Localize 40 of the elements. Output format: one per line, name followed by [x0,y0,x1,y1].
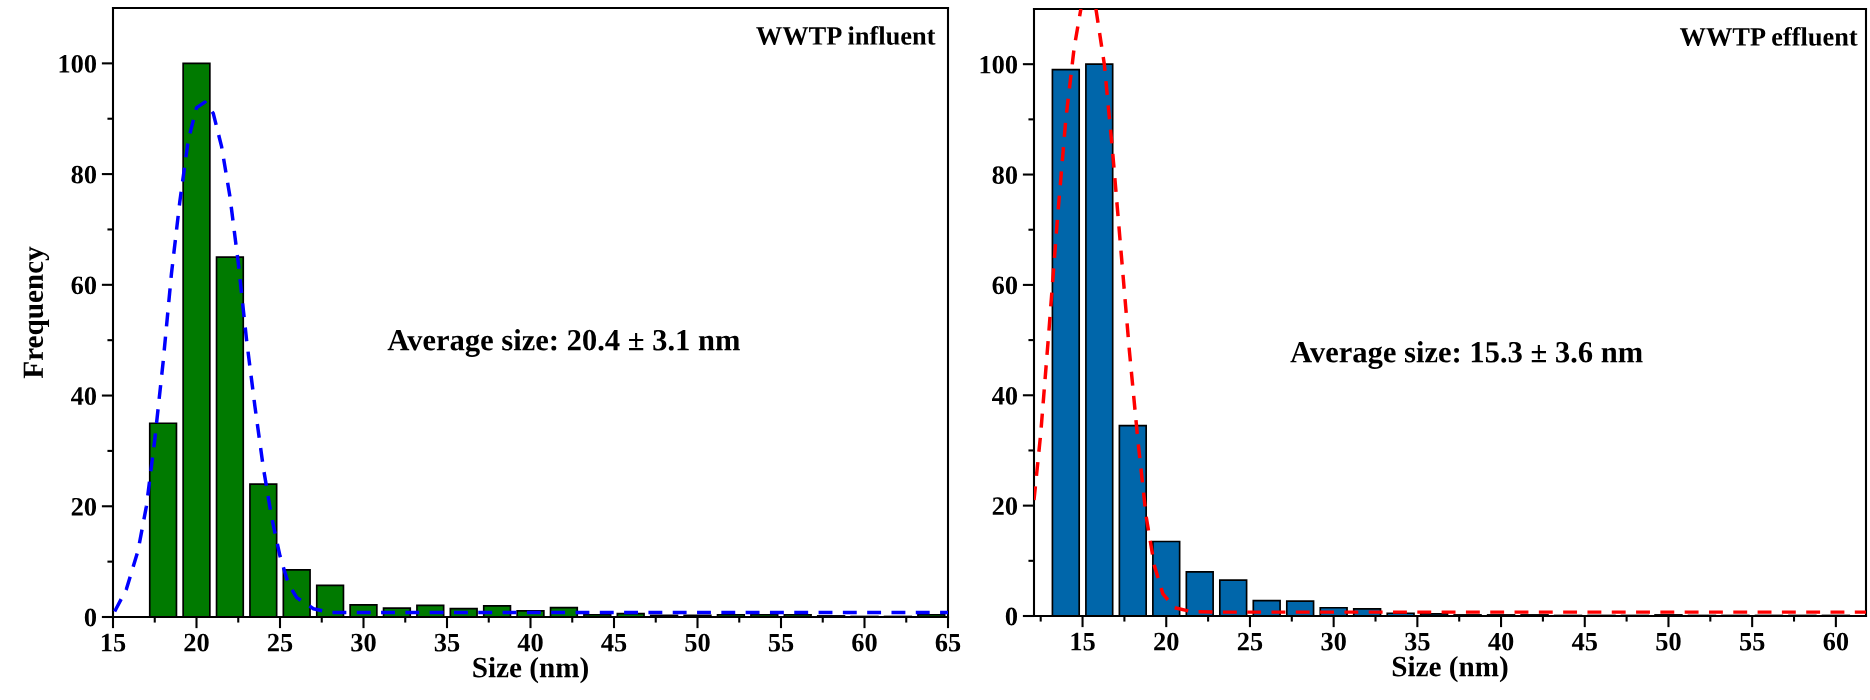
x-tick-label: 55 [1740,633,1765,651]
x-tick-label: 35 [1405,632,1430,651]
x-tick-label: 30 [1321,632,1346,651]
x-tick-label: 40 [1488,632,1514,651]
y-tick-label: 80 [71,165,97,184]
y-tick-label: 100 [980,55,1018,74]
y-tick-label: 0 [84,608,97,627]
x-axis-title: Size (nm) [473,656,588,684]
annotation: WWTP effluent [1679,26,1858,46]
y-tick-label: 40 [992,386,1018,405]
x-tick-label: 20 [184,633,209,652]
annotation: Average size: 20.4 ± 3.1 nm [387,328,740,357]
x-tick-label: 60 [852,633,877,652]
x-tick-label: 50 [685,633,710,652]
x-tick-label: 25 [1237,632,1263,651]
x-tick-label: 50 [1656,632,1681,651]
y-tick-label: 60 [71,276,97,295]
x-tick-label: 15 [101,633,126,652]
x-tick-label: 60 [1823,632,1849,651]
x-tick-label: 25 [267,633,293,652]
x-tick-label: 15 [1071,632,1095,651]
annotation: WWTP influent [756,26,936,45]
x-tick-label: 45 [601,633,627,652]
y-tick-label: 40 [71,387,97,405]
x-tick-label: 65 [935,633,961,652]
y-tick-label: 20 [992,497,1018,516]
x-tick-label: 45 [1571,632,1597,651]
x-tick-label: 55 [768,634,794,652]
y-tick-label: 80 [992,166,1018,184]
x-tick-label: 40 [517,633,543,652]
x-tick-label: 20 [1154,632,1179,651]
y-tick-label: 60 [992,276,1018,295]
x-tick-label: 35 [434,633,460,652]
x-axis-title: Size (nm) [1392,655,1508,683]
y-tick-label: 20 [71,497,97,516]
y-tick-label: 0 [1005,607,1018,626]
y-axis-title: Frequency [23,246,50,379]
y-tick-label: 100 [59,54,97,73]
x-tick-label: 30 [351,633,376,652]
annotation: Average size: 15.3 ± 3.6 nm [1290,341,1643,369]
